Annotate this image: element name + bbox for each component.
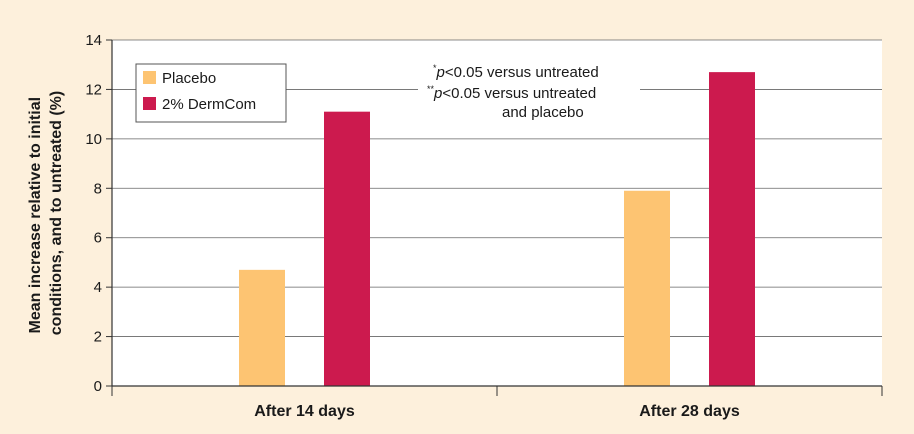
- y-tick-label: 4: [94, 279, 102, 296]
- bar-dermcom: [324, 111, 370, 387]
- y-tick-label: 0: [94, 378, 102, 395]
- legend-swatch-placebo: [143, 71, 156, 84]
- legend-label-placebo: Placebo: [162, 70, 216, 87]
- y-tick-label: 12: [85, 81, 102, 98]
- y-tick-label: 6: [94, 230, 102, 247]
- bar-placebo: [624, 190, 670, 386]
- legend-swatch-dermcom: [143, 97, 156, 110]
- annotation-line2: **p<0.05 versus untreated: [427, 84, 596, 102]
- legend: Placebo 2% DermCom: [135, 63, 287, 123]
- y-axis-label-line2: conditions, and to untreated (%): [48, 91, 65, 335]
- y-tick-label: 8: [94, 180, 102, 197]
- bar-dermcom: [709, 72, 755, 386]
- bar-placebo: [239, 269, 285, 386]
- y-axis-label-line1: Mean increase relative to initial: [27, 97, 44, 334]
- x-category-label: After 28 days: [639, 403, 740, 420]
- legend-box: [135, 63, 287, 123]
- y-tick-label: 14: [85, 32, 102, 49]
- y-tick-label: 10: [85, 131, 102, 148]
- y-axis-label: Mean increase relative to initial condit…: [27, 91, 65, 335]
- y-tick-label: 2: [94, 329, 102, 346]
- annotation-bg: [418, 60, 640, 122]
- annotation: *p<0.05 versus untreated **p<0.05 versus…: [418, 60, 640, 122]
- x-category-label: After 14 days: [254, 403, 355, 420]
- x-axis: After 14 days After 28 days: [111, 40, 883, 420]
- y-axis-ticks: 0 2 4 6 8 10 12 14: [85, 32, 112, 395]
- bars: [239, 72, 755, 387]
- annotation-line1: *p<0.05 versus untreated: [433, 63, 599, 81]
- legend-label-dermcom: 2% DermCom: [162, 96, 256, 113]
- annotation-line3: and placebo: [502, 104, 584, 121]
